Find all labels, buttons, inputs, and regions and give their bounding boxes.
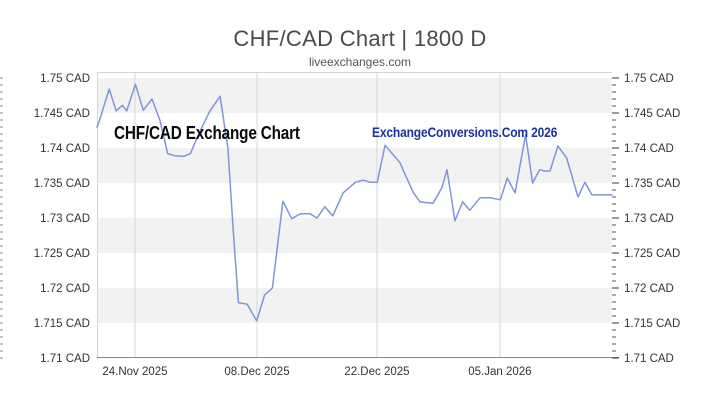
y-tick-label: 1.735 CAD — [34, 178, 90, 190]
x-tick-label: 05.Jan 2026 — [468, 366, 531, 378]
y-tick-label: 1.725 CAD — [34, 248, 90, 260]
chart-subtitle: liveexchanges.com — [308, 55, 412, 69]
y-tick-label: 1.75 CAD — [40, 73, 90, 85]
y-tick-label: 1.71 CAD — [40, 353, 90, 365]
y-tick-label: 1.745 CAD — [624, 108, 680, 120]
chart-title: CHF/CAD Chart | 1800 D — [233, 26, 487, 51]
y-tick-label: 1.725 CAD — [624, 248, 680, 260]
x-tick-label: 08.Dec 2025 — [224, 366, 289, 378]
y-tick-label: 1.715 CAD — [624, 318, 680, 330]
y-tick-label: 1.75 CAD — [624, 73, 674, 85]
watermark-exchange-chart: CHF/CAD Exchange Chart — [114, 123, 300, 143]
plot-borders — [97, 72, 619, 358]
left-edge-minor-ticks — [0, 77, 3, 359]
y-tick-label: 1.745 CAD — [34, 108, 90, 120]
chfcad-price-line — [96, 83, 613, 322]
y-tick-label: 1.74 CAD — [40, 143, 90, 155]
y-tick-label: 1.73 CAD — [40, 213, 90, 225]
y-tick-label: 1.71 CAD — [624, 353, 674, 365]
y-axis-labels-right: 1.75 CAD 1.745 CAD 1.74 CAD 1.735 CAD 1.73 C… — [624, 73, 680, 365]
alternating-bands — [97, 78, 612, 358]
y-tick-label: 1.73 CAD — [624, 213, 674, 225]
watermark-exchangeconversions: ExchangeConversions.Com 2026 — [372, 124, 558, 140]
x-tick-label: 24.Nov 2025 — [102, 366, 167, 378]
y-axis-labels-left: 1.75 CAD 1.745 CAD 1.74 CAD 1.735 CAD 1.73 C… — [34, 73, 90, 365]
y-tick-label: 1.74 CAD — [624, 143, 674, 155]
x-axis-labels: 24.Nov 2025 08.Dec 2025 22.Dec 2025 05.Jan … — [102, 366, 531, 378]
vertical-gridlines — [134, 72, 501, 357]
y-tick-label: 1.715 CAD — [34, 318, 90, 330]
x-tick-label: 22.Dec 2025 — [344, 366, 409, 378]
y-tick-label: 1.72 CAD — [624, 283, 674, 295]
y-tick-label: 1.735 CAD — [624, 178, 680, 190]
y-tick-label: 1.72 CAD — [40, 283, 90, 295]
right-axis-ticks — [612, 77, 619, 359]
